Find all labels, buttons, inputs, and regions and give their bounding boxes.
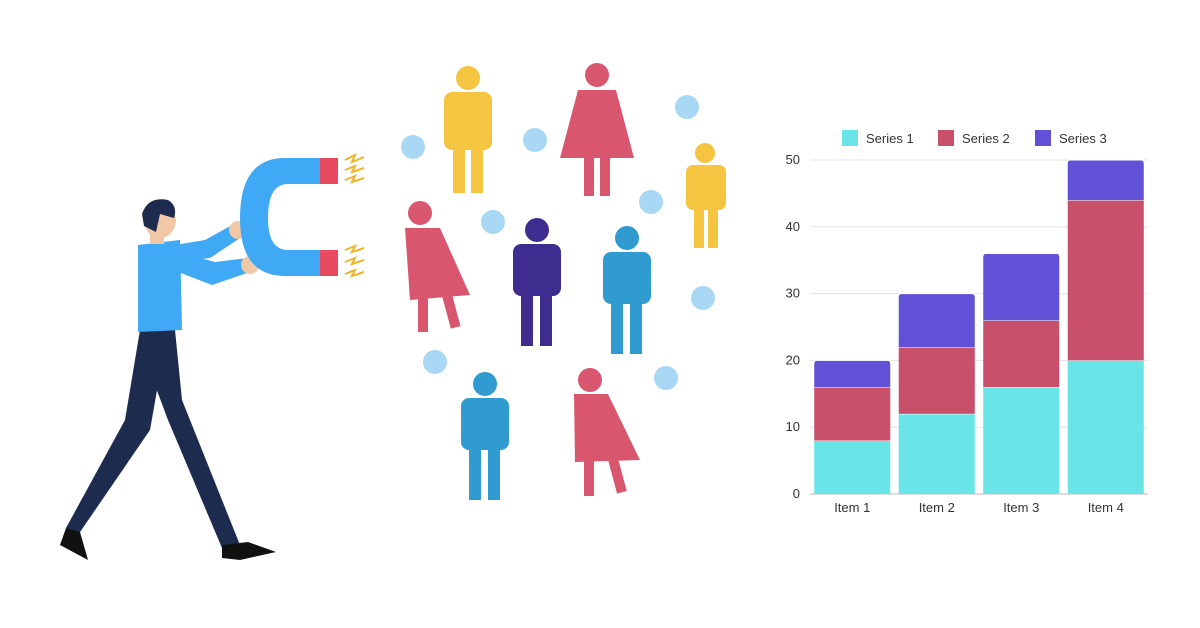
bar-segment [1067,200,1144,361]
bar-segment [898,347,975,414]
bar-segment [898,293,975,348]
bar-segment [1067,360,1144,494]
legend-label: Series 1 [866,131,914,146]
chart-axes: 0 10 20 30 40 50 Item 1 Item 2 Item 3 Item 4 [786,152,1124,515]
spark-icon [344,152,365,278]
bar-segment [814,387,891,441]
y-tick-label: 0 [793,486,800,501]
x-tick-label: Item 3 [1003,500,1039,515]
bar-segment [983,320,1060,388]
person-icon [405,63,726,500]
magnet-icon [240,158,338,276]
y-tick-label: 30 [786,286,800,301]
chart-bars [814,159,1144,494]
x-tick-label: Item 2 [919,500,955,515]
bar-segment [983,253,1060,321]
y-tick-label: 10 [786,419,800,434]
bar-segment [814,360,891,388]
chart-legend: Series 1 Series 2 Series 3 [842,130,1107,146]
legend-label: Series 3 [1059,131,1107,146]
user-avatar-icon [401,95,715,390]
bar-segment [814,440,891,494]
legend-swatch [938,130,954,146]
y-tick-label: 20 [786,352,800,367]
x-tick-label: Item 4 [1088,500,1124,515]
bar-segment [983,387,1060,494]
legend-label: Series 2 [962,131,1010,146]
legend-swatch [1035,130,1051,146]
bar-segment [898,413,975,494]
y-tick-label: 40 [786,219,800,234]
legend-swatch [842,130,858,146]
y-tick-label: 50 [786,152,800,167]
stacked-bar-chart: Series 1 Series 2 Series 3 0 10 20 30 40 50 Item… [786,130,1148,515]
x-tick-label: Item 1 [834,500,870,515]
businessman-icon [60,199,276,560]
bar-segment [1067,160,1144,201]
illustration [60,63,726,560]
